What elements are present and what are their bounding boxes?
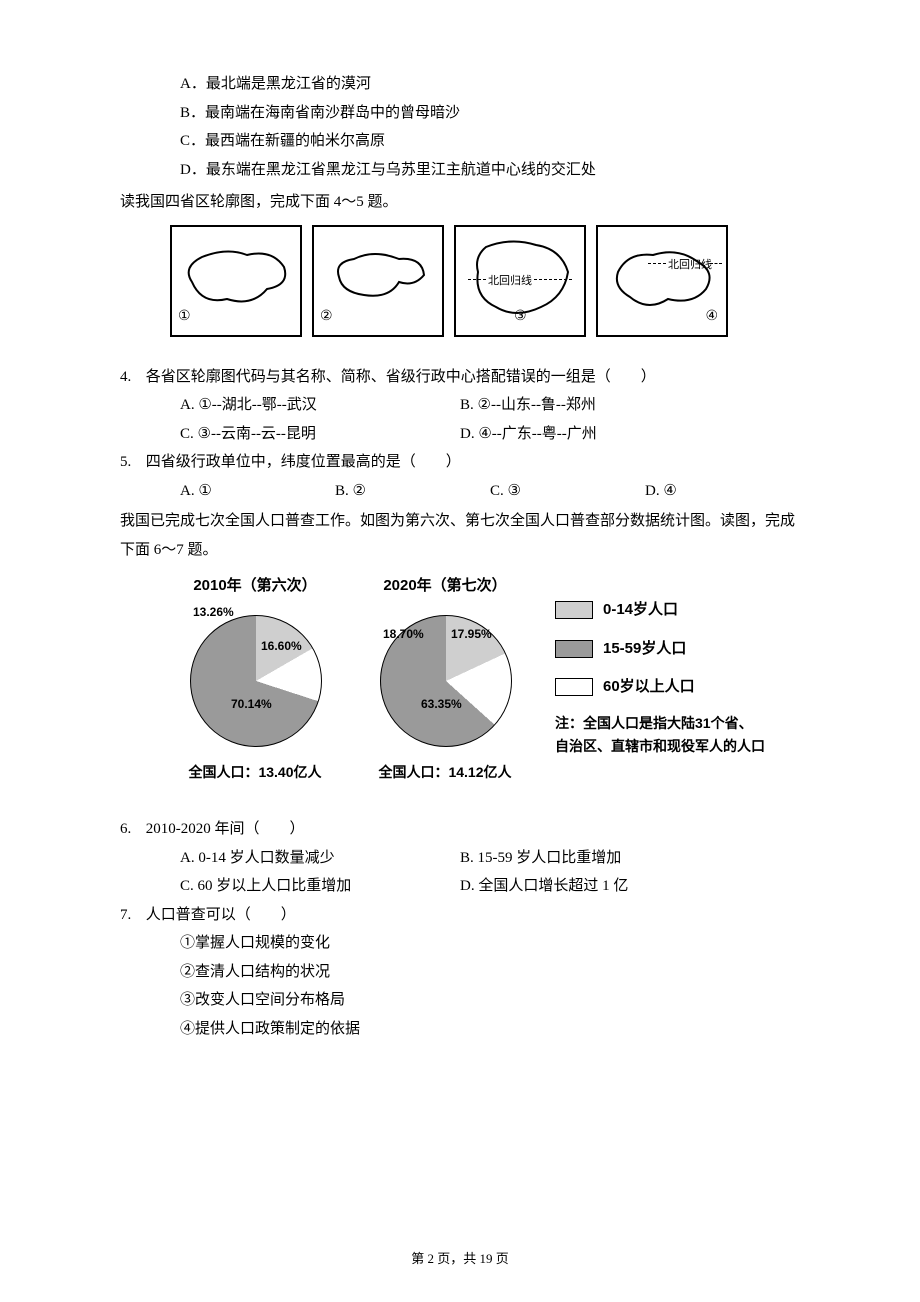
map-1-label: ① [178, 304, 191, 331]
tropic-label-3: 北回归线 [488, 271, 532, 292]
pie1-r: 16.60% [261, 635, 302, 658]
q7: 7. 人口普查可以（ ） [120, 901, 800, 930]
pie2-r: 17.95% [451, 623, 492, 646]
q4-num: 4. [120, 363, 142, 392]
q6-b: B. 15-59 岁人口比重增加 [460, 844, 621, 873]
q6-a: A. 0-14 岁人口数量减少 [180, 844, 460, 873]
q6-d: D. 全国人口增长超过 1 亿 [460, 872, 628, 901]
q6-num: 6. [120, 815, 142, 844]
legend-a: 0-14岁人口 [603, 596, 678, 625]
q5-a: A. ① [180, 477, 335, 506]
q6-row1: A. 0-14 岁人口数量减少 B. 15-59 岁人口比重增加 [180, 844, 800, 873]
option-c: C．最西端在新疆的帕米尔高原 [180, 127, 800, 156]
option-b: B．最南端在海南省南沙群岛中的曾母暗沙 [180, 99, 800, 128]
chart-2020-caption: 全国人口：14.12亿人 [350, 759, 540, 786]
chart-2010-caption: 全国人口：13.40亿人 [160, 759, 350, 786]
q7-i1: ①掌握人口规模的变化 [180, 929, 800, 958]
option-a: A．最北端是黑龙江省的漠河 [180, 70, 800, 99]
intro-population: 我国已完成七次全国人口普查工作。如图为第六次、第七次全国人口普查部分数据统计图。… [120, 507, 800, 564]
q6-stem: 2010-2020 年间（ ） [146, 821, 305, 837]
q4-d: D. ④--广东--粤--广州 [460, 420, 597, 449]
q5: 5. 四省级行政单位中，纬度位置最高的是（ ） [120, 448, 800, 477]
map-1: ① [170, 225, 302, 337]
q6: 6. 2010-2020 年间（ ） [120, 815, 800, 844]
q4-c: C. ③--云南--云--昆明 [180, 420, 460, 449]
q4: 4. 各省区轮廓图代码与其名称、简称、省级行政中心搭配错误的一组是（ ） [120, 363, 800, 392]
map-3: 北回归线 ③ [454, 225, 586, 337]
pie2-mid: 63.35% [421, 693, 462, 716]
q4-row2: C. ③--云南--云--昆明 D. ④--广东--粤--广州 [180, 420, 800, 449]
q7-i3: ③改变人口空间分布格局 [180, 986, 800, 1015]
page: A．最北端是黑龙江省的漠河 B．最南端在海南省南沙群岛中的曾母暗沙 C．最西端在… [0, 0, 920, 1302]
option-d: D．最东端在黑龙江省黑龙江与乌苏里江主航道中心线的交汇处 [180, 156, 800, 185]
legend-note: 注：全国人口是指大陆31个省、自治区、直辖市和现役军人的人口 [555, 712, 765, 760]
q5-stem: 四省级行政单位中，纬度位置最高的是（ ） [146, 454, 461, 470]
q5-c: C. ③ [490, 477, 645, 506]
q5-num: 5. [120, 448, 142, 477]
swatch-b [555, 640, 593, 658]
chart-2020: 2020年（第七次） 18.70% 17.95% 63.35% 全国人口：14.… [350, 572, 540, 785]
map-2-label: ② [320, 304, 333, 331]
map-4: 北回归线 ④ [596, 225, 728, 337]
q7-num: 7. [120, 901, 142, 930]
map-3-label: ③ [514, 304, 527, 331]
page-footer: 第 2 页，共 19 页 [0, 1247, 920, 1272]
swatch-a [555, 601, 593, 619]
q7-i2: ②查清人口结构的状况 [180, 958, 800, 987]
q4-stem: 各省区轮廓图代码与其名称、简称、省级行政中心搭配错误的一组是（ ） [146, 369, 656, 385]
q4-b: B. ②--山东--鲁--郑州 [460, 391, 596, 420]
chart-2020-title: 2020年（第七次） [350, 572, 540, 601]
q5-options: A. ① B. ② C. ③ D. ④ [180, 477, 800, 506]
map-2: ② [312, 225, 444, 337]
chart-2010-title: 2010年（第六次） [160, 572, 350, 601]
pie1-mid: 70.14% [231, 693, 272, 716]
legend-b: 15-59岁人口 [603, 635, 686, 664]
q7-i4: ④提供人口政策制定的依据 [180, 1015, 800, 1044]
q5-b: B. ② [335, 477, 490, 506]
q7-stem: 人口普查可以（ ） [146, 907, 296, 923]
q4-a: A. ①--湖北--鄂--武汉 [180, 391, 460, 420]
q4-row1: A. ①--湖北--鄂--武汉 B. ②--山东--鲁--郑州 [180, 391, 800, 420]
legend-c: 60岁以上人口 [603, 673, 695, 702]
chart-2010: 2010年（第六次） 13.26% 16.60% 70.14% 全国人口：13.… [160, 572, 350, 785]
q6-c: C. 60 岁以上人口比重增加 [180, 872, 460, 901]
tropic-label-4: 北回归线 [668, 255, 712, 276]
pie2-l: 18.70% [383, 623, 424, 646]
pie1-top: 13.26% [193, 601, 234, 624]
q5-d: D. ④ [645, 477, 800, 506]
population-charts: 2010年（第六次） 13.26% 16.60% 70.14% 全国人口：13.… [160, 572, 800, 785]
intro-maps: 读我国四省区轮廓图，完成下面 4～5 题。 [120, 188, 800, 217]
map-4-label: ④ [705, 304, 718, 331]
swatch-c [555, 678, 593, 696]
q6-row2: C. 60 岁以上人口比重增加 D. 全国人口增长超过 1 亿 [180, 872, 800, 901]
legend: 0-14岁人口 15-59岁人口 60岁以上人口 注：全国人口是指大陆31个省、… [540, 572, 765, 759]
province-maps: ① ② 北回归线 ③ 北回归线 ④ [170, 225, 800, 337]
